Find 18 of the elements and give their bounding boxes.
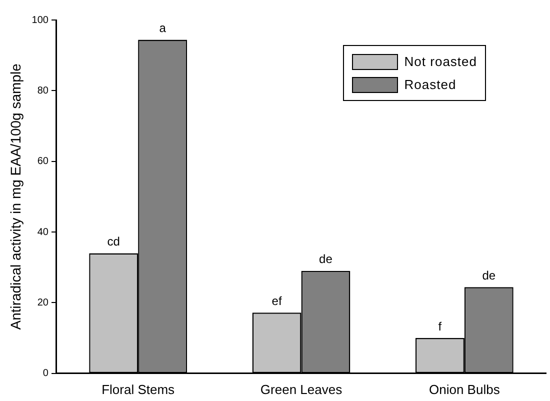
y-tick-label: 80	[37, 85, 49, 96]
y-tick-label: 100	[32, 14, 49, 26]
data-label: f	[438, 319, 442, 334]
x-tick-label: Floral Stems	[102, 382, 176, 397]
x-tick-label: Onion Bulbs	[429, 382, 500, 397]
data-label: ef	[272, 294, 282, 308]
y-axis-title: Antiradical activity in mg EAA/100g sample	[7, 63, 24, 330]
legend-label: Not roasted	[404, 54, 477, 69]
legend-label: Roasted	[404, 77, 456, 92]
y-tick-label: 40	[37, 226, 49, 238]
data-label: a	[159, 21, 166, 36]
x-tick-label: Green Leaves	[260, 382, 343, 397]
data-label: de	[482, 268, 496, 282]
data-label: cd	[107, 234, 120, 249]
y-tick-label: 60	[37, 156, 49, 168]
data-label: de	[319, 252, 333, 266]
y-tick-label: 20	[37, 297, 49, 308]
y-tick-label: 0	[42, 368, 49, 380]
